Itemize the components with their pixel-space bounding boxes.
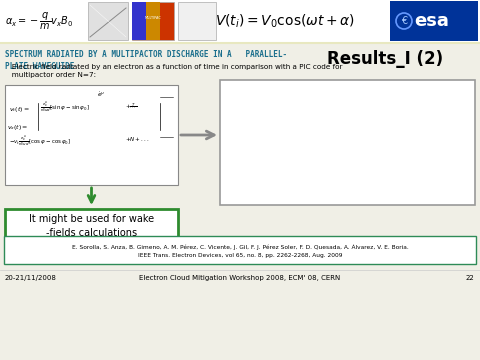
Text: $V(t_i) = V_0\cos(\omega t + \alpha)$: $V(t_i) = V_0\cos(\omega t + \alpha)$ (215, 12, 355, 30)
Bar (132, 2, 146, 40)
Text: Results_I (2): Results_I (2) (327, 50, 443, 68)
Text: $+N+...$: $+N+...$ (125, 135, 149, 143)
Bar (132, 2, 174, 40)
Text: $\frac{e_x^u}{n_0 u d}[\sin\varphi - \sin\varphi_0]$: $\frac{e_x^u}{n_0 u d}[\sin\varphi - \si… (40, 101, 90, 115)
Text: $-v_t\frac{e_x^u}{n_0 u d}[\cos\varphi - \cos\varphi_0]$: $-v_t\frac{e_x^u}{n_0 u d}[\cos\varphi -… (9, 135, 71, 149)
Text: €: € (401, 16, 407, 26)
Text: $v_t(t) =$: $v_t(t) =$ (9, 105, 30, 114)
Text: multipactor order N=7:: multipactor order N=7: (5, 72, 96, 78)
Text: esa: esa (415, 12, 449, 30)
Bar (146, 2, 160, 40)
Text: Electron Cloud Mitigation Workshop 2008, ECM' 08, CERN: Electron Cloud Mitigation Workshop 2008,… (139, 275, 341, 281)
Text: It might be used for wake
-fields calculations: It might be used for wake -fields calcul… (29, 213, 154, 238)
Text: $\alpha_x = -\dfrac{q}{m}v_x B_0$: $\alpha_x = -\dfrac{q}{m}v_x B_0$ (5, 10, 73, 32)
Bar (88, 2, 128, 40)
Bar (220, 80, 475, 205)
Bar (178, 2, 216, 40)
Text: MULTIPAC: MULTIPAC (144, 16, 161, 20)
Bar (4, 236, 476, 264)
Bar (5, 85, 178, 185)
Text: $+ \frac{T}{...}$: $+ \frac{T}{...}$ (125, 101, 138, 111)
Text: $v_x(t)=$: $v_x(t)=$ (7, 123, 29, 132)
Text: SPECTRUM RADIATED BY A MULTIPACTOR DISCHARGE IN A   PARALLEL-
PLATE WAVEGUIDE: SPECTRUM RADIATED BY A MULTIPACTOR DISCH… (5, 50, 287, 71)
Text: 22: 22 (465, 275, 474, 281)
Bar (0, 0, 480, 42)
Text: 20-21/11/2008: 20-21/11/2008 (5, 275, 57, 281)
Bar (390, 1, 478, 41)
Bar (5, 209, 178, 242)
Text: $\dot{e}^u$: $\dot{e}^u$ (97, 90, 106, 99)
Text: E. Sorolla, S. Anza, B. Gimeno, A. M. Pérez, C. Vicente, J. Gil, F. J. Pérez Sol: E. Sorolla, S. Anza, B. Gimeno, A. M. Pé… (72, 244, 408, 250)
Text: IEEE Trans. Electron Devices, vol 65, no. 8, pp. 2262-2268, Aug. 2009: IEEE Trans. Electron Devices, vol 65, no… (138, 252, 342, 257)
Text: Electric field radiated by an electron as a function of time in comparison with : Electric field radiated by an electron a… (5, 64, 343, 70)
